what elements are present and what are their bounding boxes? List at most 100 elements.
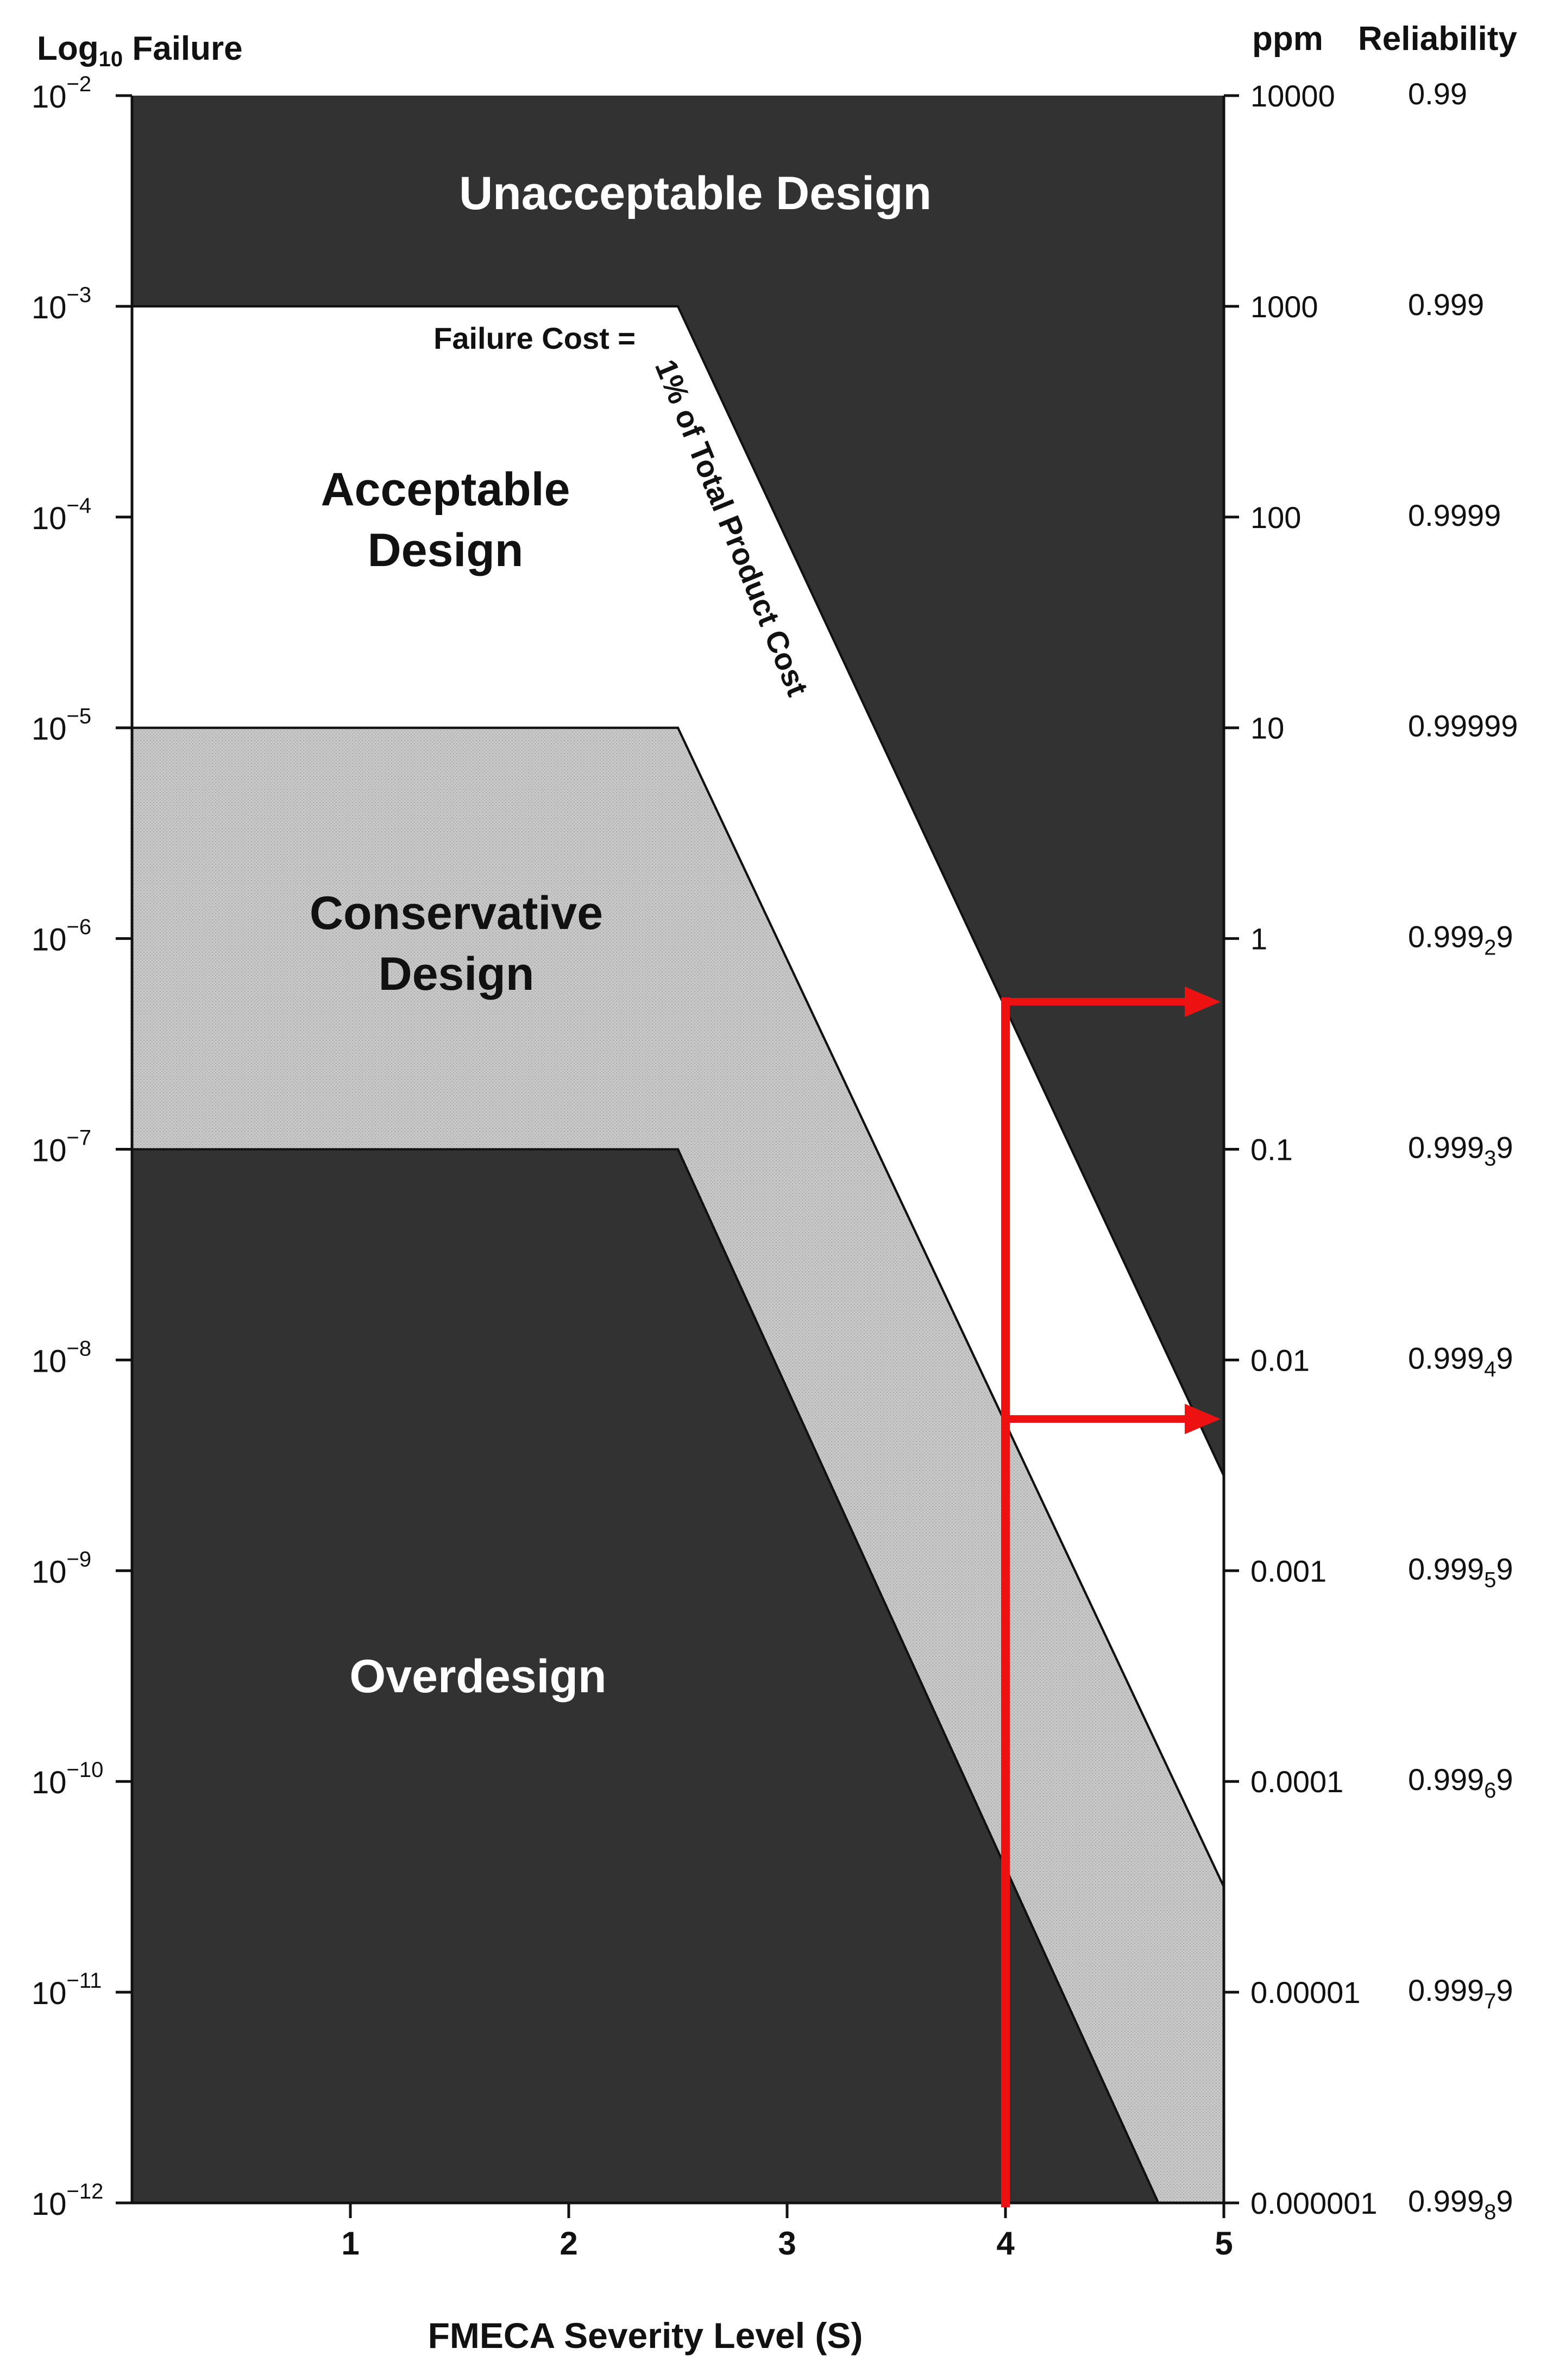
ppm-tick-label: 100 [1250,500,1301,535]
y-tick-exponent: −11 [67,1969,102,1993]
reliability-sub: 3 [1484,1147,1496,1171]
x-tick-label: 4 [996,2225,1015,2262]
y-tick-base: 10 [32,712,67,747]
boundary-line-2 [132,726,1225,1888]
y-tick-exponent: −3 [67,283,92,307]
reliability-tail: 9 [1496,1973,1513,2007]
y-tick-exponent: −7 [67,1126,92,1150]
ppm-tick-label: 1 [1250,922,1267,956]
reliability-tail: 9 [1496,920,1513,954]
reliability-main: 0.999 [1408,1552,1484,1586]
x-tick-label: 2 [560,2225,577,2262]
region-label: Unacceptable Design [459,167,932,219]
y-tick-label: 10−11 [32,1969,102,2011]
region-label: Design [368,524,524,576]
y-tick-label: 10−5 [32,705,91,747]
region-label: Overdesign [349,1650,606,1703]
reliability-sub: 8 [1484,2200,1496,2224]
ppm-tick-label: 10000 [1250,79,1335,113]
y-tick-label: 10−3 [32,283,91,325]
y-tick-base: 10 [32,922,67,958]
y-tick-base: 10 [32,1976,67,2011]
y-tick-base: 10 [32,2187,67,2222]
y-tick-label: 10−12 [32,2180,103,2222]
y-tick-exponent: −8 [67,1336,92,1360]
cost-label-left: Failure Cost = [433,321,636,355]
left-axis-title: Log10 Failure [37,30,243,71]
ppm-tick-label: 0.0001 [1250,1764,1343,1799]
ppm-tick-label: 0.00001 [1250,1975,1360,2010]
reliability-tick-label: 0.99929 [1408,920,1513,960]
reliability-tail: 9 [1496,2184,1513,2218]
y-tick-label: 10−4 [32,494,91,536]
reliability-main: 0.999 [1408,1762,1484,1797]
y-tick-label: 10−8 [32,1336,91,1379]
y-tick-base: 10 [32,79,67,115]
y-tick-exponent: −9 [67,1547,92,1571]
reliability-tail: 9 [1496,1341,1513,1375]
reliability-tick-label: 0.99949 [1408,1341,1513,1381]
reliability-main: 0.999 [1408,1131,1484,1165]
y-tick-base: 10 [32,290,67,325]
reliability-tail: 9 [1496,1552,1513,1586]
reliability-axis-title: Reliability [1358,20,1517,58]
y-tick-label: 10−10 [32,1758,103,1800]
boundary-line-3 [132,1148,1160,2203]
reliability-main: 0.999 [1408,1341,1484,1375]
left-axis-title-rest: Failure [123,30,243,67]
reliability-main: 0.99 [1408,77,1467,111]
highlight-arrowhead [1185,1404,1221,1435]
reliability-sub: 4 [1484,1357,1496,1381]
reliability-main: 0.999 [1408,287,1484,322]
y-tick-label: 10−7 [32,1126,91,1169]
y-tick-label: 10−9 [32,1547,91,1590]
reliability-tick-label: 0.99999 [1408,709,1518,743]
reliability-main: 0.999 [1408,920,1484,954]
y-tick-label: 10−6 [32,915,91,958]
y-tick-base: 10 [32,501,67,536]
reliability-sub: 5 [1484,1568,1496,1592]
left-axis-title-log: Log [37,30,99,67]
reliability-tick-label: 0.99939 [1408,1131,1513,1171]
reliability-sub: 6 [1484,1779,1496,1803]
region-label: Conservative [310,887,603,939]
reliability-tick-label: 0.99 [1408,77,1467,111]
reliability-tick-label: 0.99989 [1408,2184,1513,2224]
ppm-axis-title: ppm [1252,20,1323,58]
region-label: Design [379,948,535,1000]
region-label: Acceptable [321,463,570,516]
x-tick-label: 5 [1215,2225,1233,2262]
reliability-sub: 7 [1484,1989,1496,2013]
ppm-tick-label: 0.001 [1250,1554,1327,1588]
x-tick-label: 3 [778,2225,796,2262]
y-tick-exponent: −4 [67,494,92,518]
y-tick-exponent: −6 [67,915,92,939]
reliability-tick-label: 0.999 [1408,287,1484,322]
y-tick-exponent: −5 [67,705,92,729]
y-tick-exponent: −10 [67,1758,104,1782]
boundary-line-1 [132,305,1225,1477]
reliability-main: 0.999 [1408,1973,1484,2007]
reliability-tick-label: 0.9999 [1408,498,1501,532]
y-tick-exponent: −2 [67,72,92,96]
ppm-tick-label: 0.000001 [1250,2186,1378,2220]
ppm-tick-label: 10 [1250,711,1284,745]
reliability-tail: 9 [1496,1762,1513,1797]
y-tick-base: 10 [32,1343,67,1379]
reliability-tick-label: 0.99969 [1408,1762,1513,1803]
reliability-main: 0.99999 [1408,709,1518,743]
ppm-tick-label: 0.01 [1250,1343,1310,1377]
reliability-tick-label: 0.99959 [1408,1552,1513,1592]
y-tick-label: 10−2 [32,72,91,115]
reliability-main: 0.9999 [1408,498,1501,532]
y-tick-base: 10 [32,1554,67,1590]
y-tick-base: 10 [32,1765,67,1800]
reliability-main: 0.999 [1408,2184,1484,2218]
highlight-arrowhead [1185,986,1221,1017]
x-axis-title: FMECA Severity Level (S) [428,2315,863,2356]
reliability-tail: 9 [1496,1131,1513,1165]
ppm-tick-label: 0.1 [1250,1133,1293,1167]
left-axis-title-sub: 10 [99,47,123,71]
